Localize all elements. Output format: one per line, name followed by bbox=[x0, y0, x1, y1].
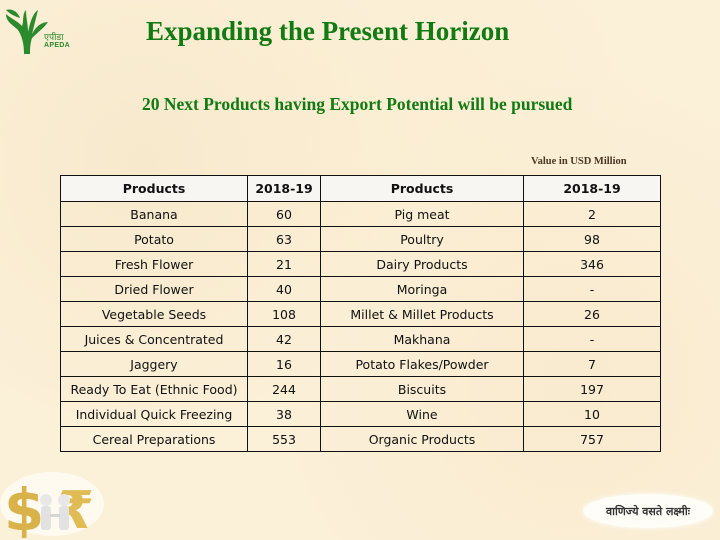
logo-english-text: APEDA bbox=[44, 42, 71, 49]
table-row: Ready To Eat (Ethnic Food) 244 Biscuits … bbox=[60, 376, 661, 402]
value-cell: 7 bbox=[523, 351, 661, 377]
motto-badge: वाणिज्ये वसते लक्ष्मीः bbox=[583, 494, 713, 528]
table-row: Vegetable Seeds 108 Millet & Millet Prod… bbox=[60, 301, 661, 327]
product-cell: Moringa bbox=[320, 276, 524, 302]
unit-note: Value in USD Million bbox=[531, 156, 627, 167]
value-cell: 21 bbox=[247, 251, 321, 277]
column-header: 2018-19 bbox=[247, 175, 321, 202]
table-row: Juices & Concentrated 42 Makhana - bbox=[60, 326, 661, 352]
product-cell: Cereal Preparations bbox=[60, 426, 248, 452]
column-header: Products bbox=[60, 175, 248, 202]
svg-text:$: $ bbox=[4, 476, 44, 538]
product-cell: Biscuits bbox=[320, 376, 524, 402]
value-cell: 40 bbox=[247, 276, 321, 302]
value-cell: 42 bbox=[247, 326, 321, 352]
value-cell: 197 bbox=[523, 376, 661, 402]
export-products-table: Products 2018-19 Products 2018-19 Banana… bbox=[60, 175, 661, 452]
column-header: Products bbox=[320, 175, 524, 202]
product-cell: Makhana bbox=[320, 326, 524, 352]
value-cell: 108 bbox=[247, 301, 321, 327]
product-cell: Wine bbox=[320, 401, 524, 427]
product-cell: Potato bbox=[60, 226, 248, 252]
value-cell: 244 bbox=[247, 376, 321, 402]
product-cell: Vegetable Seeds bbox=[60, 301, 248, 327]
product-cell: Poultry bbox=[320, 226, 524, 252]
table-row: Jaggery 16 Potato Flakes/Powder 7 bbox=[60, 351, 661, 377]
value-cell: - bbox=[523, 326, 661, 352]
product-cell: Potato Flakes/Powder bbox=[320, 351, 524, 377]
value-cell: 2 bbox=[523, 201, 661, 227]
table-row: Cereal Preparations 553 Organic Products… bbox=[60, 426, 661, 452]
table-header-row: Products 2018-19 Products 2018-19 bbox=[60, 175, 661, 202]
table-row: Potato 63 Poultry 98 bbox=[60, 226, 661, 252]
product-cell: Jaggery bbox=[60, 351, 248, 377]
product-cell: Dairy Products bbox=[320, 251, 524, 277]
value-cell: 60 bbox=[247, 201, 321, 227]
product-cell: Juices & Concentrated bbox=[60, 326, 248, 352]
value-cell: 98 bbox=[523, 226, 661, 252]
product-cell: Dried Flower bbox=[60, 276, 248, 302]
product-cell: Individual Quick Freezing bbox=[60, 401, 248, 427]
table-row: Banana 60 Pig meat 2 bbox=[60, 201, 661, 227]
value-cell: 16 bbox=[247, 351, 321, 377]
page-title: Expanding the Present Horizon bbox=[146, 16, 510, 46]
table-row: Fresh Flower 21 Dairy Products 346 bbox=[60, 251, 661, 277]
table-row: Dried Flower 40 Moringa - bbox=[60, 276, 661, 302]
product-cell: Pig meat bbox=[320, 201, 524, 227]
page-subtitle: 20 Next Products having Export Potential… bbox=[142, 94, 573, 114]
product-cell: Ready To Eat (Ethnic Food) bbox=[60, 376, 248, 402]
product-cell: Millet & Millet Products bbox=[320, 301, 524, 327]
product-cell: Fresh Flower bbox=[60, 251, 248, 277]
column-header: 2018-19 bbox=[523, 175, 661, 202]
value-cell: 346 bbox=[523, 251, 661, 277]
value-cell: 10 bbox=[523, 401, 661, 427]
dollar-rupee-handshake-icon: $ ₹ bbox=[0, 472, 104, 538]
value-cell: 26 bbox=[523, 301, 661, 327]
logo-hindi-text: एपीडा bbox=[44, 33, 64, 43]
value-cell: 757 bbox=[523, 426, 661, 452]
table-row: Individual Quick Freezing 38 Wine 10 bbox=[60, 401, 661, 427]
value-cell: 553 bbox=[247, 426, 321, 452]
value-cell: 38 bbox=[247, 401, 321, 427]
product-cell: Organic Products bbox=[320, 426, 524, 452]
value-cell: 63 bbox=[247, 226, 321, 252]
product-cell: Banana bbox=[60, 201, 248, 227]
value-cell: - bbox=[523, 276, 661, 302]
apeda-leaf-logo-icon bbox=[6, 9, 48, 54]
